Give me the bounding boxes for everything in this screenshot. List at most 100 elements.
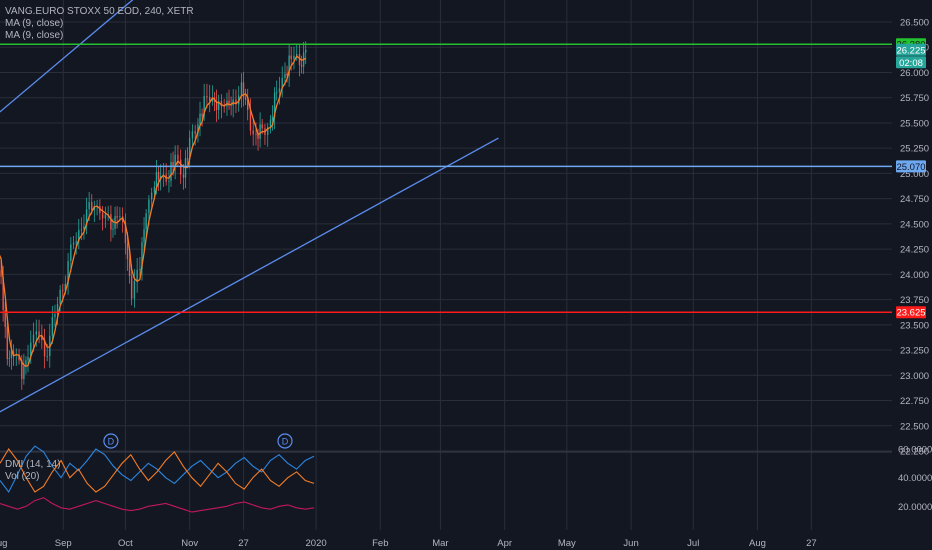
candle-body[interactable] [217, 101, 220, 110]
candle-body[interactable] [211, 97, 214, 102]
candle-body[interactable] [64, 283, 67, 291]
candle-body[interactable] [246, 99, 249, 110]
dmi_minus-line[interactable] [0, 448, 315, 493]
candle-body[interactable] [188, 138, 191, 160]
candle-body[interactable] [275, 92, 278, 94]
candle-body[interactable] [91, 202, 93, 211]
volume-legend[interactable]: Vol (20) [5, 471, 40, 482]
candle-body[interactable] [235, 99, 237, 105]
candle-body[interactable] [249, 109, 252, 131]
candle-body[interactable] [30, 342, 32, 358]
candle-body[interactable] [288, 55, 290, 76]
candle-body[interactable] [240, 82, 243, 96]
candle-body[interactable] [230, 105, 232, 107]
candle-body[interactable] [70, 244, 72, 262]
candle-body[interactable] [179, 159, 182, 175]
candle-body[interactable] [85, 209, 88, 227]
candle-body[interactable] [2, 276, 4, 310]
candle-body[interactable] [75, 241, 77, 243]
candle-body[interactable] [78, 229, 80, 242]
candle-body[interactable] [259, 124, 261, 139]
candle-body[interactable] [143, 229, 145, 243]
candle-body[interactable] [284, 73, 286, 78]
candle-body[interactable] [4, 309, 6, 327]
candle-body[interactable] [10, 351, 13, 358]
candle-body[interactable] [199, 113, 201, 125]
candle-body[interactable] [80, 229, 83, 231]
candle-body[interactable] [43, 340, 46, 357]
candle-body[interactable] [170, 161, 172, 181]
trendline-upper[interactable] [0, 0, 202, 118]
candle-body[interactable] [112, 228, 114, 230]
candle-body[interactable] [35, 331, 38, 335]
candle-body[interactable] [172, 161, 174, 168]
candle-body[interactable] [286, 73, 288, 76]
candle-body[interactable] [223, 106, 225, 108]
candle-body[interactable] [101, 213, 104, 219]
candle-body[interactable] [203, 95, 205, 117]
candle-body[interactable] [255, 134, 257, 136]
candle-body[interactable] [38, 331, 40, 337]
candle-body[interactable] [83, 226, 85, 230]
candle-body[interactable] [257, 134, 259, 139]
candle-body[interactable] [141, 242, 143, 269]
candle-body[interactable] [271, 117, 274, 120]
candle-body[interactable] [130, 276, 133, 299]
candle-body[interactable] [267, 127, 269, 135]
candle-body[interactable] [269, 119, 272, 128]
candle-body[interactable] [157, 171, 160, 180]
candle-body[interactable] [242, 82, 245, 98]
candle-body[interactable] [191, 131, 194, 139]
dividend-marker-icon[interactable] [103, 433, 119, 449]
candle-body[interactable] [46, 356, 48, 357]
candle-body[interactable] [153, 186, 156, 193]
candle-body[interactable] [62, 289, 64, 291]
candle-body[interactable] [197, 124, 199, 134]
candle-body[interactable] [296, 53, 298, 56]
candle-body[interactable] [177, 154, 179, 160]
candle-body[interactable] [67, 261, 69, 284]
candle-body[interactable] [182, 174, 185, 178]
candle-body[interactable] [305, 49, 307, 53]
candle-body[interactable] [148, 199, 150, 214]
drawing-tools-layer[interactable] [0, 0, 892, 416]
candle-body[interactable] [124, 221, 127, 244]
candle-body[interactable] [244, 97, 247, 100]
candle-body[interactable] [168, 180, 170, 182]
candle-body[interactable] [6, 326, 8, 360]
candle-body[interactable] [116, 216, 118, 218]
trendline-lower[interactable] [0, 137, 499, 416]
symbol-title[interactable]: VANG.EURO STOXX 50 EOD, 240, XETR [5, 6, 194, 17]
candle-body[interactable] [206, 95, 208, 97]
candle-body[interactable] [273, 92, 276, 118]
candle-body[interactable] [32, 334, 35, 343]
candle-body[interactable] [0, 270, 2, 277]
candle-body[interactable] [41, 336, 43, 341]
adx-line[interactable] [0, 497, 315, 513]
candle-body[interactable] [88, 202, 90, 210]
candle-body[interactable] [290, 55, 292, 60]
ma-legend-2[interactable]: MA (9, close) [5, 30, 64, 41]
candle-body[interactable] [21, 360, 23, 380]
candle-body[interactable] [201, 113, 203, 117]
candle-body[interactable] [298, 53, 301, 65]
candle-body[interactable] [23, 365, 25, 380]
dmi-pane[interactable] [0, 445, 315, 513]
dmi-legend[interactable]: DMI (14, 14) [5, 459, 61, 470]
candle-body[interactable] [278, 88, 281, 93]
candle-body[interactable] [174, 154, 176, 168]
candle-body[interactable] [194, 131, 196, 134]
candle-body[interactable] [51, 317, 54, 336]
candle-body[interactable] [261, 124, 263, 129]
candle-body[interactable] [228, 100, 230, 106]
candle-body[interactable] [12, 351, 15, 355]
candle-body[interactable] [293, 55, 295, 60]
candle-body[interactable] [126, 243, 129, 260]
candle-body[interactable] [8, 357, 11, 360]
candle-body[interactable] [252, 130, 254, 135]
ma-legend-1[interactable]: MA (9, close) [5, 18, 64, 29]
candle-body[interactable] [59, 289, 61, 304]
candle-body[interactable] [27, 357, 29, 361]
